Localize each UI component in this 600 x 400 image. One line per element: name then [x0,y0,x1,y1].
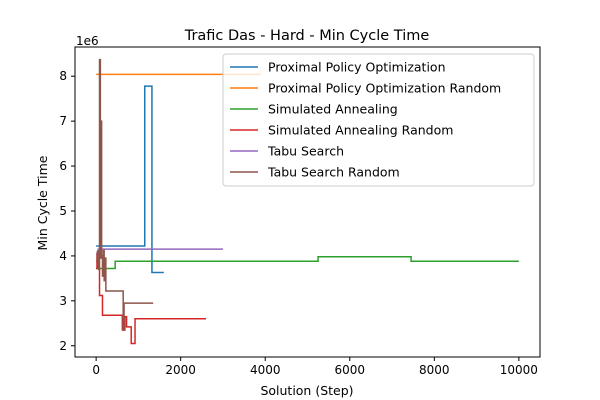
y-offset-label: 1e6 [76,34,99,48]
y-tick-label: 6 [59,159,67,173]
series-group [96,58,519,345]
y-axis-label: Min Cycle Time [35,155,50,250]
legend-label: Proximal Policy Optimization Random [268,81,501,96]
x-axis-label: Solution (Step) [260,383,353,398]
legend-label: Simulated Annealing Random [268,123,453,138]
y-tick-label: 8 [59,69,67,83]
x-tick-label: 2000 [165,363,196,377]
y-tick-label: 5 [59,204,67,218]
y-ticks: 2 3 4 5 6 7 8 [59,69,75,353]
x-tick-label: 6000 [334,363,365,377]
x-tick-label: 8000 [419,363,450,377]
x-tick-label: 10000 [500,363,538,377]
x-ticks: 0 2000 4000 6000 8000 10000 [92,357,538,377]
axes [74,46,541,358]
series-line-0 [96,85,164,274]
x-tick-label: 0 [92,363,100,377]
series-line-5 [96,58,154,331]
legend-label: Proximal Policy Optimization [268,60,446,75]
y-tick-label: 7 [59,114,67,128]
y-tick-label: 2 [59,339,67,353]
legend-label: Tabu Search [267,144,344,159]
legend-label: Simulated Annealing [268,102,398,117]
legend-box [222,53,535,187]
chart-title: Trafic Das - Hard - Min Cycle Time [184,28,430,44]
x-tick-label: 4000 [250,363,281,377]
plot-frame [74,46,541,358]
legend: Proximal Policy Optimization Proximal Pol… [222,53,535,187]
legend-label: Tabu Search Random [267,165,400,180]
y-tick-label: 4 [59,249,67,263]
y-tick-label: 3 [59,294,67,308]
